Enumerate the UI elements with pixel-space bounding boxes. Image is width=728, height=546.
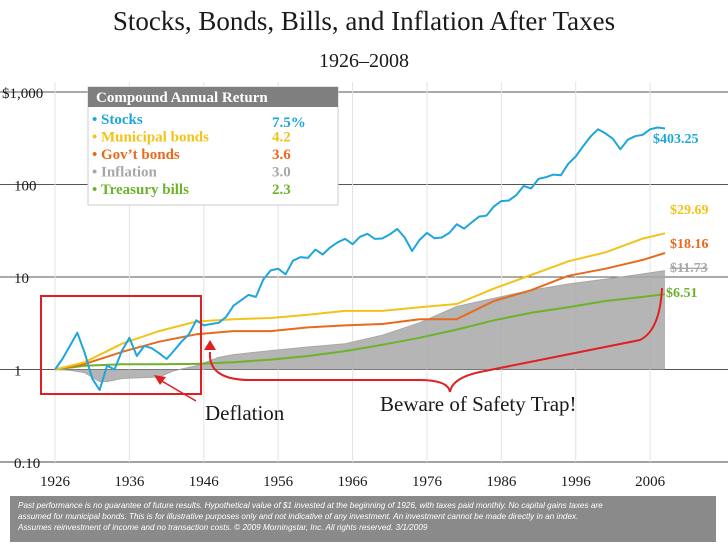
end-labels-layer: $403.25 $29.69 $18.16 $11.73 $6.51 [653,132,709,301]
safety-trap-brace [208,287,663,393]
legend: Compound Annual Return • Stocks 7.5% • Mun… [87,86,339,206]
end-label-inflation: $11.73 [670,261,708,276]
chart-subtitle: 1926–2008 [319,50,409,72]
inflation-area-layer [55,270,665,382]
x-tick-label: 1936 [114,474,145,490]
end-label-treasury-bills: $6.51 [666,286,698,301]
y-tick-label: $1,000 [2,86,43,102]
legend-item-name: • Gov’t bonds [92,147,180,163]
legend-item-value: 7.5% [272,115,306,131]
deflation-arrow [159,379,197,402]
y-tick-label: 10 [14,271,29,287]
series-line-stocks [54,126,666,391]
legend-item-value: 3.0 [272,165,291,181]
safety-trap-arrowhead-icon [204,340,216,350]
legend-item-name: • Treasury bills [92,182,189,198]
x-tick-label: 1976 [412,474,443,490]
legend-title: Compound Annual Return [96,90,268,106]
deflation-box [40,295,202,395]
series-line-treasury-bills [54,293,666,371]
y-tick-label: 0.10 [14,456,40,472]
footnote: Past performance is no guarantee of futu… [10,496,716,542]
y-tick-label: 1 [14,364,22,380]
legend-item-name: • Stocks [92,112,143,128]
legend-item-name: • Inflation [92,165,158,181]
end-label-gov-t-bonds: $18.16 [670,237,709,252]
footnote-line-1: Past performance is no guarantee of futu… [18,501,603,510]
x-tick-label: 1966 [338,474,369,490]
annotation-safety-trap: Beware of Safety Trap! [380,392,577,416]
x-tick-label: 1956 [263,474,294,490]
legend-items: • Stocks 7.5% • Municipal bonds 4.2 • Gov’t … [92,112,306,198]
x-tick-label: 1946 [189,474,220,490]
series-lines-layer [54,126,666,391]
chart-title: Stocks, Bonds, Bills, and Inflation Afte… [112,6,616,36]
y-tick-label: 100 [14,179,37,195]
series-line-gov-t-bonds [54,252,666,371]
legend-header [88,87,338,107]
x-tick-label: 2006 [635,474,666,490]
legend-item-value: 2.3 [272,182,291,198]
legend-item-value: 4.2 [272,130,291,146]
series-line-municipal-bonds [54,232,666,371]
series-line-inflation [54,270,666,383]
legend-item-name: • Municipal bonds [92,130,209,146]
deflation-arrowhead-icon [154,375,166,385]
annotation-deflation: Deflation [205,401,285,425]
end-label-municipal-bonds: $29.69 [670,203,709,218]
end-label-stocks: $403.25 [653,132,699,147]
legend-item-value: 3.6 [272,147,291,163]
x-tick-label: 1926 [40,474,71,490]
x-tick-label: 1996 [561,474,592,490]
footnote-line-2: assumed for municipal bonds. This is for… [18,512,579,521]
footnote-line-3: Assumes reinvestment of income and no tr… [18,523,428,532]
x-tick-label: 1986 [486,474,517,490]
inflation-area [55,270,665,382]
